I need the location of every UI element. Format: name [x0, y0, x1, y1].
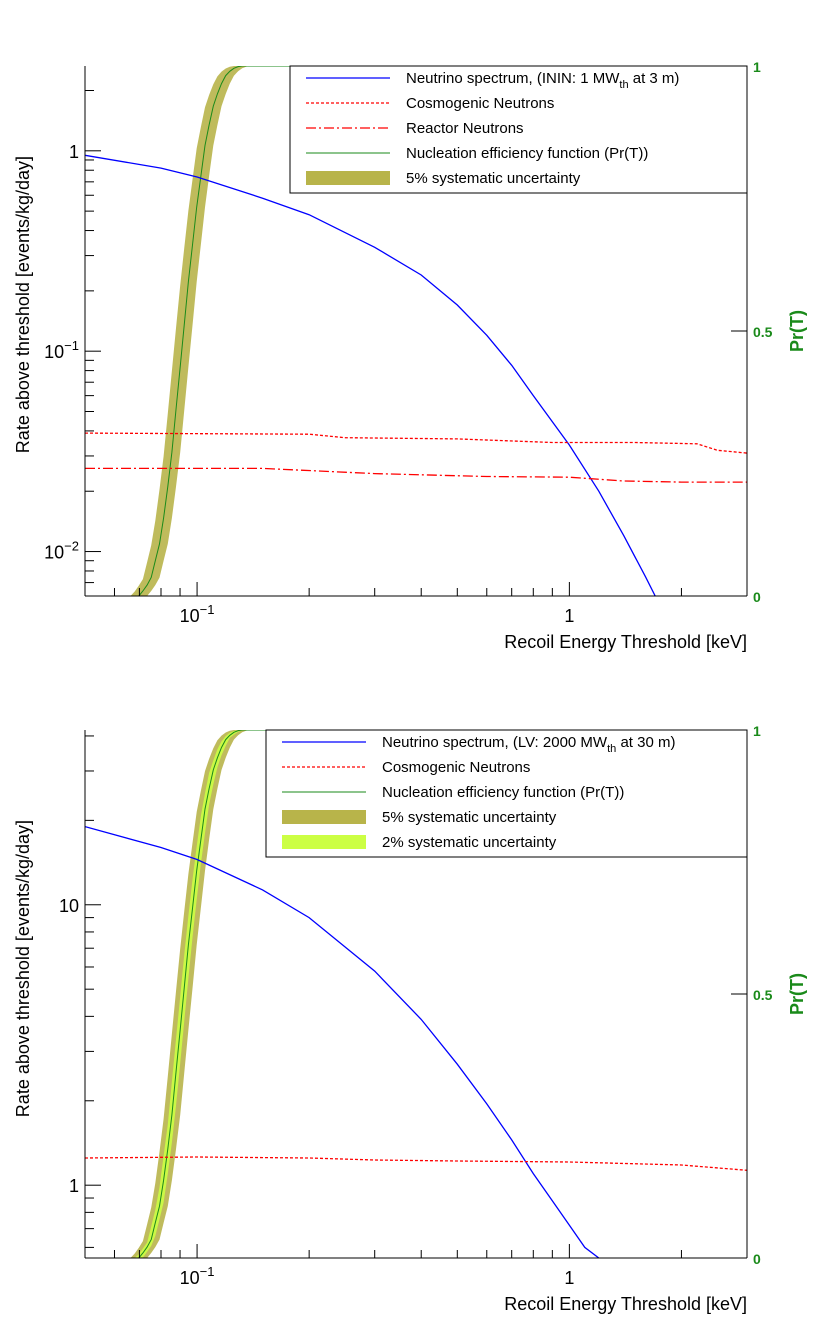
y2-tick-label: 0	[753, 1251, 761, 1267]
y-tick-label-exp: −1	[64, 338, 79, 353]
y-tick-label-base: 10	[59, 896, 79, 916]
legend-item-text: Cosmogenic Neutrons	[382, 759, 530, 776]
y2-tick-label: 1	[753, 723, 761, 739]
plot-area	[85, 66, 747, 596]
legend-item-label: Nucleation efficiency function (Pr(T))	[382, 784, 624, 801]
legend-item-text: Neutrino spectrum, (ININ: 1 MW	[406, 70, 620, 87]
y-tick-label-exp: −2	[64, 539, 79, 554]
y-tick-label-base: 10	[44, 342, 64, 362]
legend-item-label: Cosmogenic Neutrons	[382, 759, 530, 776]
legend-item-label: 5% systematic uncertainty	[406, 170, 581, 187]
y-ticks	[85, 89, 101, 597]
y-tick-label: 1	[69, 142, 79, 162]
series-1-line	[85, 154, 656, 596]
legend-item-tail: at 3 m)	[629, 70, 680, 87]
y2-tick-label: 1	[753, 59, 761, 75]
x-tick-label-exp: −1	[200, 602, 215, 617]
legend: Neutrino spectrum, (ININ: 1 MWth at 3 m)…	[289, 65, 748, 194]
y-tick-label-base: 10	[44, 543, 64, 563]
y2-tick-label: 0.5	[753, 324, 773, 340]
legend-item-text: Nucleation efficiency function (Pr(T))	[382, 784, 624, 801]
x-ticks	[84, 582, 748, 596]
legend: Neutrino spectrum, (LV: 2000 MWth at 30 …	[265, 729, 748, 858]
x-axis-title: Recoil Energy Threshold [keV]	[504, 1294, 747, 1314]
legend-item-text: Nucleation efficiency function (Pr(T))	[406, 145, 648, 162]
x-ticks	[84, 1244, 748, 1258]
efficiency-line	[85, 730, 747, 1258]
legend-item-text: 5% systematic uncertainty	[406, 170, 581, 187]
legend-item-label: Neutrino spectrum, (LV: 2000 MWth at 30 …	[382, 734, 675, 755]
legend-item-sub: th	[607, 743, 616, 755]
x-tick-label: 10−1	[180, 602, 215, 626]
x-axis-title: Recoil Energy Threshold [keV]	[504, 632, 747, 652]
legend-item-text: Neutrino spectrum, (LV: 2000 MW	[382, 734, 608, 751]
x-tick-label: 10−1	[180, 1264, 215, 1288]
y2-tick-label: 0	[753, 589, 761, 605]
y-tick-label: 1	[69, 1176, 79, 1196]
y2-axis-title: Pr(T)	[787, 310, 807, 352]
y-tick-label: 10−1	[44, 338, 79, 362]
legend-swatch-band	[282, 835, 366, 849]
series-1-line	[85, 825, 600, 1258]
legend-item-text: Cosmogenic Neutrons	[406, 95, 554, 112]
series-2-line	[85, 432, 747, 454]
y-tick-label-base: 1	[69, 142, 79, 162]
y-axis-title: Rate above threshold [events/kg/day]	[13, 820, 33, 1117]
legend-item-label: Nucleation efficiency function (Pr(T))	[406, 145, 648, 162]
legend-item-text: Reactor Neutrons	[406, 120, 524, 137]
y2-axis-title: Pr(T)	[787, 973, 807, 1015]
y2-tick-label: 0.5	[753, 987, 773, 1003]
legend-item-text: 5% systematic uncertainty	[382, 809, 557, 826]
legend-swatch	[282, 835, 366, 849]
x-tick-label-exp: −1	[200, 1264, 215, 1279]
legend-item-tail: at 30 m)	[616, 734, 675, 751]
legend-item-label: Cosmogenic Neutrons	[406, 95, 554, 112]
x-tick-label-base: 10	[180, 606, 200, 626]
y-tick-label: 10	[59, 896, 79, 916]
y-tick-label: 10−2	[44, 539, 79, 563]
plot-area	[85, 730, 747, 1258]
legend-item-label: 5% systematic uncertainty	[382, 809, 557, 826]
legend-item-sub: th	[619, 79, 628, 91]
efficiency-line	[85, 66, 747, 596]
legend-item-text: 2% systematic uncertainty	[382, 834, 557, 851]
legend-swatch-band	[306, 171, 390, 185]
x-tick-label-base: 10	[180, 1268, 200, 1288]
x-tick-label-base: 1	[564, 606, 574, 626]
x-tick-label-base: 1	[564, 1268, 574, 1288]
series-3-line	[85, 467, 747, 483]
legend-swatch	[282, 810, 366, 824]
x-tick-label: 1	[564, 606, 574, 626]
legend-item-label: Reactor Neutrons	[406, 120, 524, 137]
series-2-line	[85, 1156, 747, 1171]
legend-swatch	[306, 171, 390, 185]
y-tick-label-base: 1	[69, 1176, 79, 1196]
legend-item-label: Neutrino spectrum, (ININ: 1 MWth at 3 m)	[406, 70, 679, 91]
legend-item-label: 2% systematic uncertainty	[382, 834, 557, 851]
legend-swatch-band	[282, 810, 366, 824]
y-ticks	[85, 735, 101, 1248]
x-tick-label: 1	[564, 1268, 574, 1288]
y-axis-title: Rate above threshold [events/kg/day]	[13, 156, 33, 453]
